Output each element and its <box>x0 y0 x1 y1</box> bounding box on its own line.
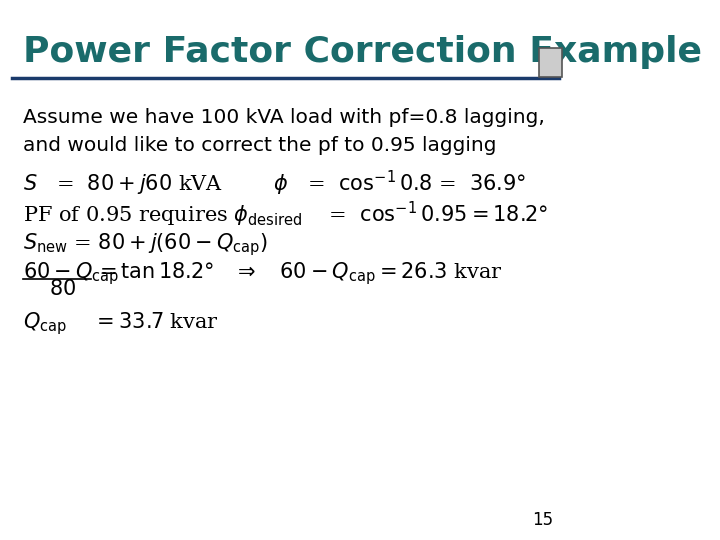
Text: and would like to correct the pf to 0.95 lagging: and would like to correct the pf to 0.95… <box>23 136 497 155</box>
Text: I: I <box>547 55 554 69</box>
Text: $S$   =  $80 + j60$ kVA        $\phi$   =  $\cos^{-1}0.8$ =  $36.9°$: $S$ = $80 + j60$ kVA $\phi$ = $\cos^{-1}… <box>23 168 526 198</box>
Text: $= \tan 18.2°$   $\Rightarrow$   $60 - Q_{\rm cap} = 26.3$ kvar: $= \tan 18.2°$ $\Rightarrow$ $60 - Q_{\r… <box>95 260 503 287</box>
FancyBboxPatch shape <box>539 48 562 77</box>
Text: $80$: $80$ <box>49 279 76 299</box>
Text: $Q_{\rm cap}$    $= 33.7$ kvar: $Q_{\rm cap}$ $= 33.7$ kvar <box>23 310 219 338</box>
Text: 15: 15 <box>533 511 554 529</box>
Text: $60 - Q_{\rm cap}$: $60 - Q_{\rm cap}$ <box>23 260 120 287</box>
Text: Power Factor Correction Example: Power Factor Correction Example <box>23 35 702 69</box>
Text: $S_{\rm new}$ = $80 + j(60 - Q_{\rm cap})$: $S_{\rm new}$ = $80 + j(60 - Q_{\rm cap}… <box>23 231 268 258</box>
Text: PF of 0.95 requires $\phi_{\rm desired}$    =  $\cos^{-1}0.95 = 18.2°$: PF of 0.95 requires $\phi_{\rm desired}$… <box>23 200 549 229</box>
Text: Assume we have 100 kVA load with pf=0.8 lagging,: Assume we have 100 kVA load with pf=0.8 … <box>23 108 545 127</box>
